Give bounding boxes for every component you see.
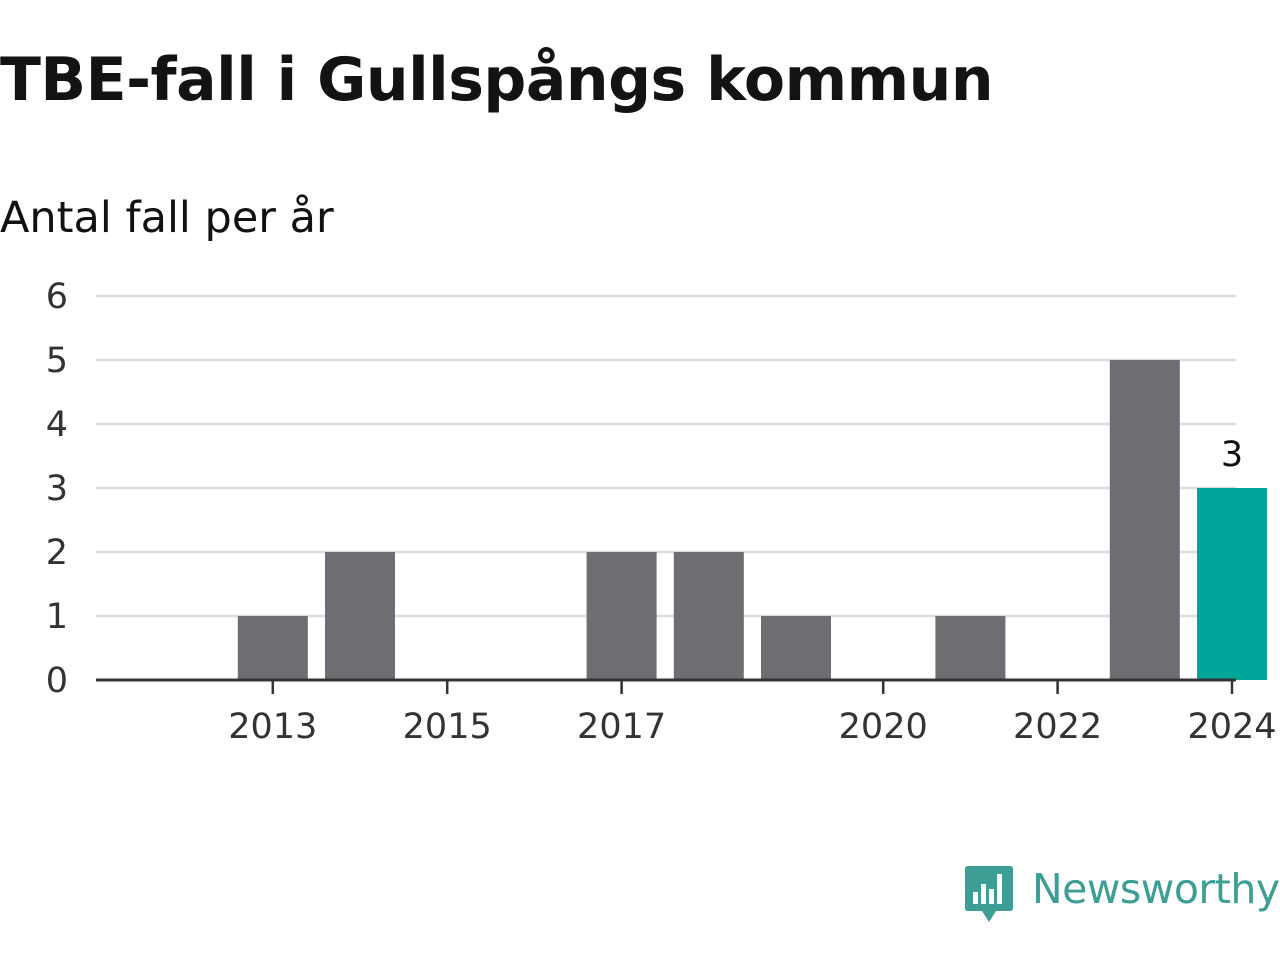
- newsworthy-logo-icon: [965, 866, 1013, 922]
- bar-2018: [673, 552, 744, 680]
- bar-2023: [1109, 360, 1180, 680]
- bar-2014: [325, 552, 395, 680]
- bars: [237, 360, 1267, 680]
- bar-2017: [586, 552, 657, 680]
- y-tick-label: 6: [46, 277, 68, 317]
- x-tick-label: 2015: [403, 707, 492, 747]
- y-tick-label: 3: [46, 469, 68, 509]
- bar-2013: [237, 616, 308, 680]
- y-tick-label: 1: [46, 597, 68, 637]
- data-labels: 3: [1221, 435, 1243, 475]
- y-tick-label: 5: [46, 341, 68, 381]
- chart-title: TBE-fall i Gullspångs kommun: [0, 45, 994, 115]
- chart-subtitle: Antal fall per år: [0, 193, 334, 243]
- y-axis-ticks: 0 1 2 3 4 5 6: [46, 277, 68, 701]
- y-tick-label: 4: [46, 405, 68, 445]
- bar-2024: [1197, 488, 1267, 680]
- gridlines: [96, 294, 1236, 618]
- x-tick-label: 2013: [228, 707, 317, 747]
- newsworthy-logo: Newsworthy: [964, 864, 1280, 928]
- x-axis-ticks: 2013 2015 2017 2020 2022 2024: [228, 680, 1277, 747]
- y-tick-label: 0: [46, 661, 68, 701]
- data-label: 3: [1221, 435, 1243, 475]
- x-tick-label: 2022: [1013, 707, 1102, 747]
- logo-text: Newsworthy: [1032, 865, 1280, 913]
- x-tick-label: 2024: [1187, 707, 1276, 747]
- x-tick-label: 2017: [577, 707, 666, 747]
- x-tick-label: 2020: [839, 707, 928, 747]
- bar-2021: [935, 616, 1006, 680]
- y-tick-label: 2: [46, 533, 68, 573]
- bar-2019: [761, 616, 831, 680]
